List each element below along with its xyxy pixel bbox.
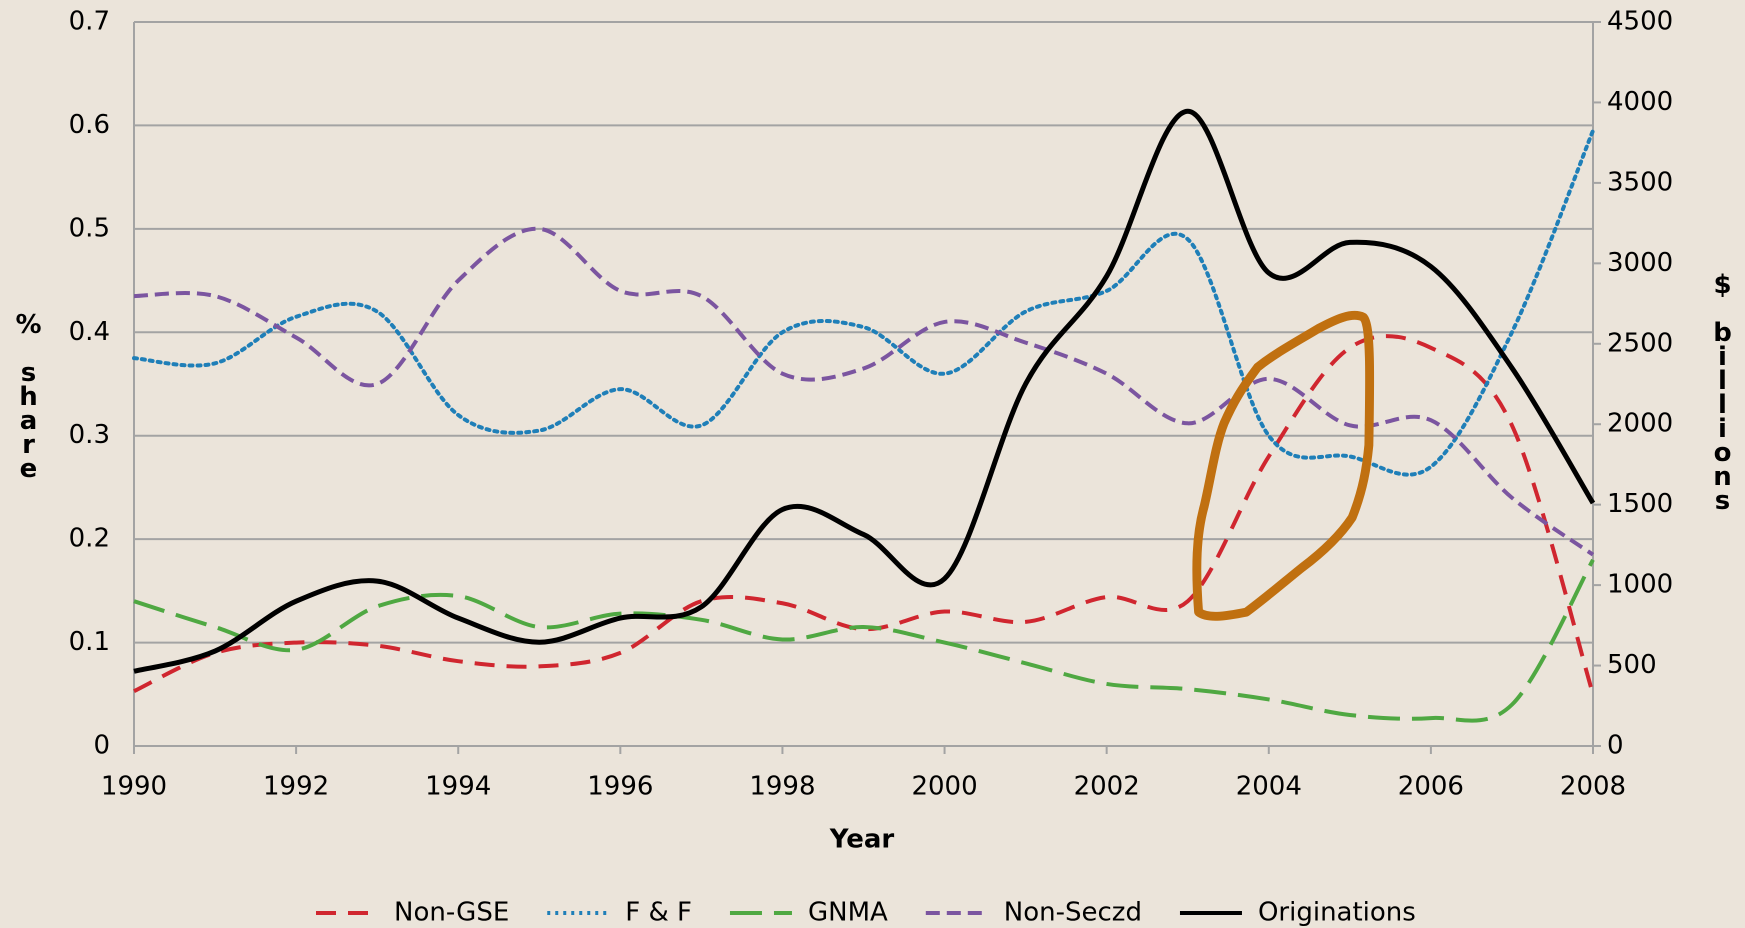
- legend-label: Non-GSE: [394, 898, 509, 928]
- legend-label: F & F: [625, 898, 692, 928]
- x-tick-label: 1996: [587, 772, 653, 802]
- x-tick-label: 2006: [1398, 772, 1464, 802]
- x-tick-label: 2008: [1560, 772, 1626, 802]
- series-line: [133, 558, 1595, 723]
- x-tick-label: 2004: [1236, 772, 1302, 802]
- x-tick-label: 1992: [263, 772, 329, 802]
- y-tick-label: 0.2: [69, 524, 110, 554]
- y2-tick-label: 4000: [1607, 87, 1673, 117]
- x-axis-title: Year: [829, 825, 895, 855]
- legend-label: GNMA: [808, 898, 888, 928]
- y-tick-label: 0.3: [69, 420, 110, 450]
- y2-tick-label: 500: [1607, 650, 1657, 680]
- y2-axis-title: $ billions: [1708, 270, 1738, 510]
- x-tick-label: 2002: [1074, 772, 1140, 802]
- series-line: [133, 334, 1595, 695]
- y-tick-label: 0.4: [69, 317, 110, 347]
- series-line: [133, 108, 1596, 674]
- y-tick-label: 0.1: [69, 627, 110, 657]
- y2-tick-label: 1000: [1607, 570, 1673, 600]
- y2-tick-label: 2000: [1607, 409, 1673, 439]
- x-tick-label: 1990: [101, 772, 167, 802]
- legend-label: Originations: [1258, 898, 1416, 928]
- y-tick-label: 0.6: [69, 110, 110, 140]
- y2-tick-label: 3500: [1607, 167, 1673, 197]
- y2-tick-label: 4500: [1607, 7, 1673, 37]
- x-tick-label: 2000: [911, 772, 977, 802]
- series-line: [132, 128, 1595, 477]
- x-tick-label: 1994: [425, 772, 491, 802]
- y-tick-label: 0.7: [69, 7, 110, 37]
- y2-tick-label: 3000: [1607, 248, 1673, 278]
- y-tick-label: 0.5: [69, 213, 110, 243]
- y-tick-label: 0: [93, 731, 110, 761]
- y2-tick-label: 1500: [1607, 489, 1673, 519]
- legend-label: Non-Seczd: [1004, 898, 1142, 928]
- x-tick-label: 1998: [749, 772, 815, 802]
- annotation-loop: [1192, 310, 1375, 621]
- y2-tick-label: 2500: [1607, 328, 1673, 358]
- series-line: [133, 226, 1595, 557]
- y2-tick-label: 0: [1607, 731, 1624, 761]
- y-axis-title: % share: [14, 310, 44, 478]
